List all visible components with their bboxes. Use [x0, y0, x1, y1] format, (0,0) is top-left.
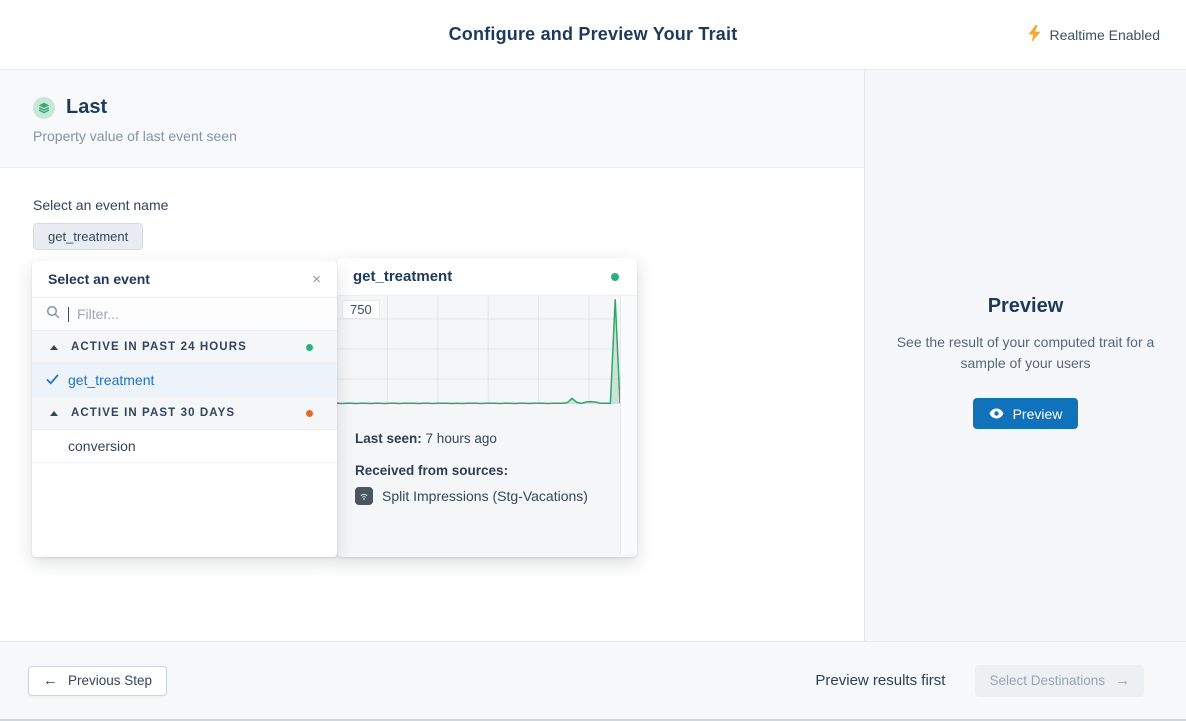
- event-option-label: conversion: [68, 438, 136, 454]
- area-line: [337, 299, 621, 405]
- eye-icon: [989, 406, 1004, 422]
- arrow-right-icon: →: [1115, 672, 1130, 689]
- group-header-24h[interactable]: ACTIVE IN PAST 24 HOURS: [32, 331, 337, 364]
- group-label: ACTIVE IN PAST 24 HOURS: [71, 341, 247, 353]
- trait-name: Last: [66, 96, 108, 118]
- text-caret: [68, 306, 69, 322]
- popover-title: get_treatment: [353, 268, 453, 285]
- select-destinations-label: Select Destinations: [989, 673, 1105, 688]
- select-destinations-button[interactable]: Select Destinations →: [975, 664, 1144, 697]
- trait-description: Property value of last event seen: [33, 128, 237, 144]
- event-status-dot: [611, 272, 619, 281]
- green-status-dot: [306, 343, 313, 351]
- popover-info: Last seen: 7 hours ago Received from sou…: [337, 407, 620, 505]
- sources-label: Received from sources:: [355, 463, 509, 478]
- last-seen-label: Last seen:: [355, 431, 422, 446]
- dropdown-header: Select an event ×: [32, 261, 337, 297]
- top-header: Configure and Preview Your Trait Realtim…: [0, 0, 1186, 70]
- footer-bar: ← Previous Step Preview results first Se…: [0, 641, 1186, 721]
- event-option-label: get_treatment: [68, 372, 155, 388]
- realtime-label: Realtime Enabled: [1049, 27, 1160, 43]
- event-option-get-treatment[interactable]: get_treatment: [32, 364, 337, 397]
- group-header-30d[interactable]: ACTIVE IN PAST 30 DAYS: [32, 397, 337, 430]
- orange-status-dot: [306, 409, 313, 417]
- split-source-icon: [355, 487, 373, 505]
- last-seen-value-text: 7 hours ago: [425, 431, 497, 446]
- arrow-left-icon: ←: [43, 672, 58, 689]
- dropdown-title: Select an event: [48, 271, 150, 287]
- preview-description: See the result of your computed trait fo…: [896, 334, 1155, 371]
- last-seen: Last seen: 7 hours ago: [355, 431, 604, 446]
- y-axis-max-label: 750: [342, 300, 380, 319]
- source-item: Split Impressions (Stg-Vacations): [355, 487, 604, 505]
- selected-event-chip[interactable]: get_treatment: [33, 223, 144, 250]
- source-name: Split Impressions (Stg-Vacations): [382, 488, 588, 504]
- layers-icon: [33, 96, 55, 119]
- preview-button[interactable]: Preview: [972, 398, 1079, 429]
- realtime-badge: Realtime Enabled: [1028, 0, 1160, 70]
- popover-header: get_treatment: [337, 258, 637, 296]
- page-title: Configure and Preview Your Trait: [448, 24, 738, 44]
- previous-step-button[interactable]: ← Previous Step: [28, 665, 168, 696]
- preview-hint: Preview results first: [815, 672, 946, 689]
- event-detail-popover: get_treatment 750: [337, 258, 637, 557]
- preview-button-label: Preview: [1012, 405, 1063, 422]
- collapse-icon: [50, 410, 58, 416]
- preview-title: Preview: [987, 295, 1064, 317]
- event-option-conversion[interactable]: conversion: [32, 430, 337, 463]
- filter-row: [32, 297, 337, 331]
- event-volume-chart: 750: [337, 296, 637, 407]
- popover-scrollbar[interactable]: [620, 296, 637, 554]
- previous-step-label: Previous Step: [68, 673, 153, 688]
- preview-sidebar: Preview See the result of your computed …: [864, 70, 1186, 641]
- lightning-icon: [1028, 25, 1041, 45]
- event-select-label: Select an event name: [33, 197, 169, 213]
- check-icon: [46, 373, 68, 388]
- main-column: Last Property value of last event seen S…: [0, 70, 864, 641]
- close-icon[interactable]: ×: [312, 270, 321, 288]
- collapse-icon: [50, 344, 58, 350]
- event-dropdown: Select an event × ACTIVE IN PAST 24 HOUR…: [32, 261, 337, 557]
- search-icon: [46, 305, 60, 324]
- filter-input[interactable]: [77, 306, 323, 322]
- trait-header: Last Property value of last event seen: [0, 70, 864, 168]
- group-label: ACTIVE IN PAST 30 DAYS: [71, 407, 236, 419]
